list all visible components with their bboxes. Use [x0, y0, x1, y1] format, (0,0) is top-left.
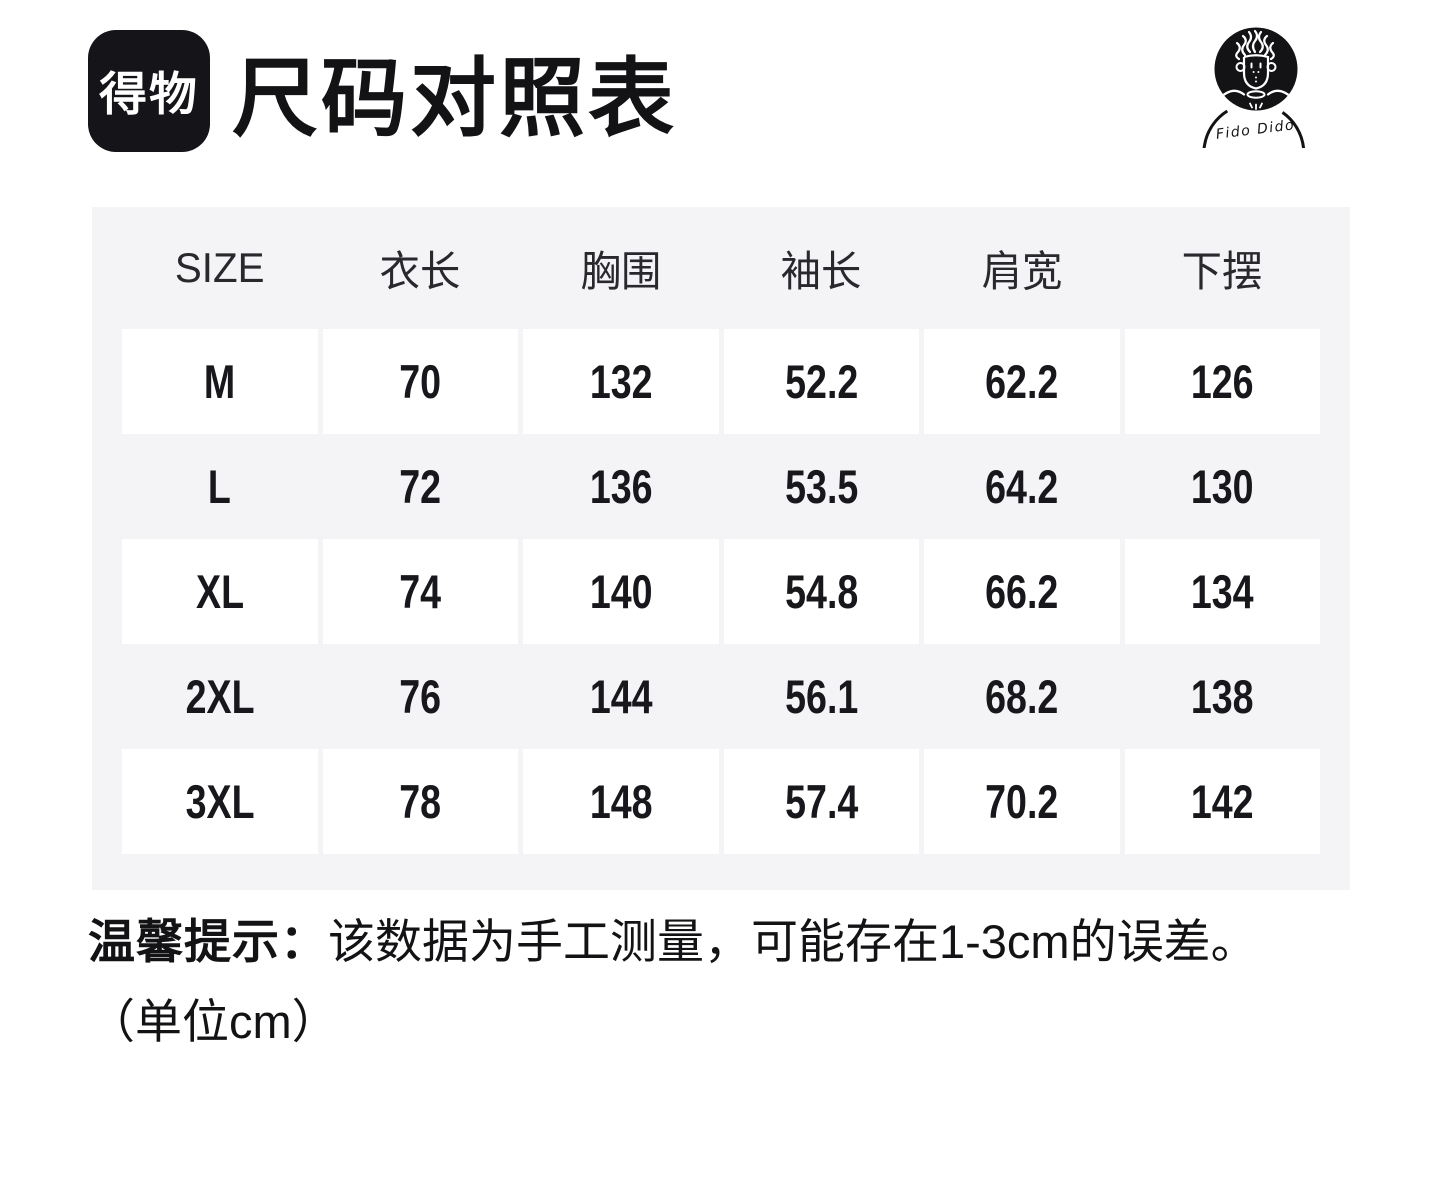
note-line-1: 温馨提示：该数据为手工测量，可能存在1-3cm的误差。 — [88, 903, 1388, 981]
column-header-size: SIZE — [174, 244, 265, 291]
note-text: 该数据为手工测量，可能存在1-3cm的误差。 — [328, 915, 1258, 968]
note-unit-line: （单位cm） — [88, 995, 339, 1048]
page-title: 尺码对照表 — [232, 51, 677, 147]
fido-face-icon — [1216, 54, 1296, 110]
cell-value: 57.4 — [723, 749, 919, 854]
cell-size: 2XL — [185, 670, 255, 723]
cell-value: 74 — [322, 539, 518, 644]
table-row-2xl: 2XL 76 144 56.1 68.2 138 — [122, 644, 1320, 749]
cell-value: 70 — [322, 329, 518, 434]
cell-value: 52.2 — [723, 329, 919, 434]
dewu-app-logo: 得物 — [88, 29, 210, 152]
column-header-shoulder: 肩宽 — [981, 247, 1063, 295]
cell-value: 53.5 — [784, 460, 858, 513]
cell-value: 144 — [589, 670, 653, 723]
cell-value: 142 — [1124, 749, 1320, 854]
cell-value: 62.2 — [924, 329, 1120, 434]
brand-logo-ring — [1202, 109, 1305, 148]
column-header-sleeve: 袖长 — [780, 247, 862, 295]
cell-value: 70.2 — [924, 749, 1120, 854]
cell-size: L — [208, 460, 232, 513]
cell-value: 130 — [1190, 460, 1254, 513]
cell-value: 134 — [1124, 539, 1320, 644]
measurement-note: 温馨提示：该数据为手工测量，可能存在1-3cm的误差。 （单位cm） — [88, 903, 1388, 1061]
cell-size: XL — [122, 539, 318, 644]
cell-value: 72 — [399, 460, 442, 513]
cell-value: 132 — [523, 329, 719, 434]
column-header-chest: 胸围 — [580, 247, 662, 295]
table-row-3xl: 3XL 78 148 57.4 70.2 142 — [122, 749, 1320, 854]
cell-value: 78 — [322, 749, 518, 854]
table-row-l: L 72 136 53.5 64.2 130 — [122, 434, 1320, 539]
brand-logo-text: Fido Dido — [1215, 117, 1296, 143]
fido-hair-icon — [1235, 29, 1275, 61]
fido-dido-brand-logo: Fido Dido — [1202, 27, 1305, 148]
size-table: SIZE 衣长 胸围 袖长 肩宽 下摆 M 70 132 52.2 62.2 1… — [92, 207, 1350, 890]
cell-size: M — [122, 329, 318, 434]
cell-value: 76 — [399, 670, 442, 723]
cell-value: 68.2 — [985, 670, 1059, 723]
cell-value: 140 — [523, 539, 719, 644]
table-row-xl: XL 74 140 54.8 66.2 134 — [122, 539, 1320, 644]
cell-value: 138 — [1190, 670, 1254, 723]
column-header-hem: 下摆 — [1181, 247, 1263, 295]
size-table-header-row: SIZE 衣长 胸围 袖长 肩宽 下摆 — [122, 207, 1320, 329]
dewu-logo-text: 得物 — [99, 67, 199, 120]
cell-value: 64.2 — [985, 460, 1059, 513]
table-row-m: M 70 132 52.2 62.2 126 — [122, 329, 1320, 434]
cell-value: 66.2 — [924, 539, 1120, 644]
page-header: 得物 尺码对照表 — [88, 28, 677, 153]
cell-value: 56.1 — [784, 670, 858, 723]
cell-value: 148 — [523, 749, 719, 854]
cell-value: 136 — [589, 460, 653, 513]
cell-value: 54.8 — [723, 539, 919, 644]
cell-size: 3XL — [122, 749, 318, 854]
note-label: 温馨提示： — [88, 915, 328, 968]
column-header-garment-length: 衣长 — [379, 247, 461, 295]
cell-value: 126 — [1124, 329, 1320, 434]
